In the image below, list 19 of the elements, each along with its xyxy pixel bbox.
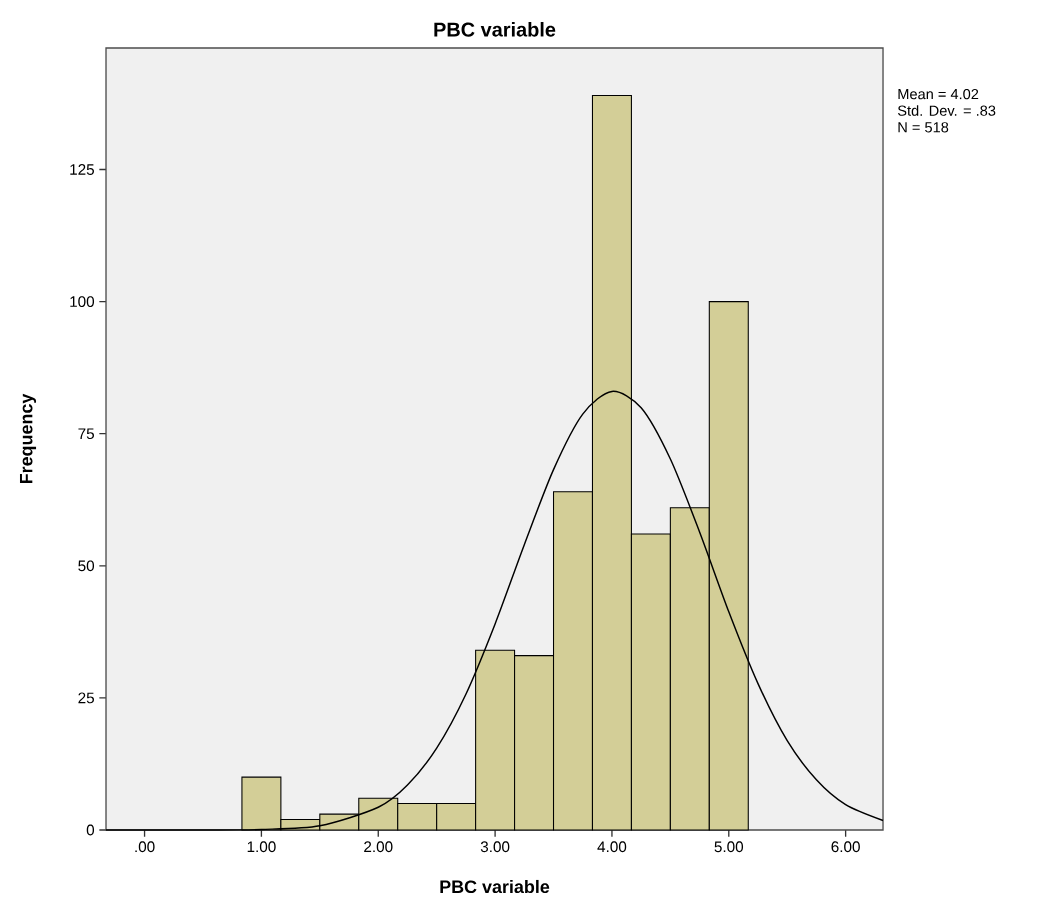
x-tick-label: 5.00 <box>714 841 744 853</box>
text: N = 518 <box>898 122 949 133</box>
y-tick-label: 25 <box>78 692 94 704</box>
y-tick-label: 125 <box>70 164 94 175</box>
text: Std. Dev. = .83 <box>897 105 996 116</box>
y-tick-label: 0 <box>86 824 95 836</box>
x-tick-label: .00 <box>135 841 155 853</box>
x-tick-label: 3.00 <box>480 841 510 853</box>
y-tick-label: 100 <box>70 296 95 307</box>
x-tick-label: 1.00 <box>247 841 276 853</box>
x-tick-label: 4.00 <box>597 841 627 853</box>
y-tick-label: 50 <box>78 560 95 572</box>
x-tick-label: 2.00 <box>364 841 393 853</box>
chart-title: PBC variable <box>434 22 556 37</box>
x-axis-title: PBC variable <box>440 879 550 894</box>
x-tick-label: 6.00 <box>831 841 860 853</box>
text: Mean = 4.02 <box>898 88 979 100</box>
y-axis-title: Frequency <box>19 393 37 484</box>
y-tick-label: 75 <box>78 428 94 440</box>
